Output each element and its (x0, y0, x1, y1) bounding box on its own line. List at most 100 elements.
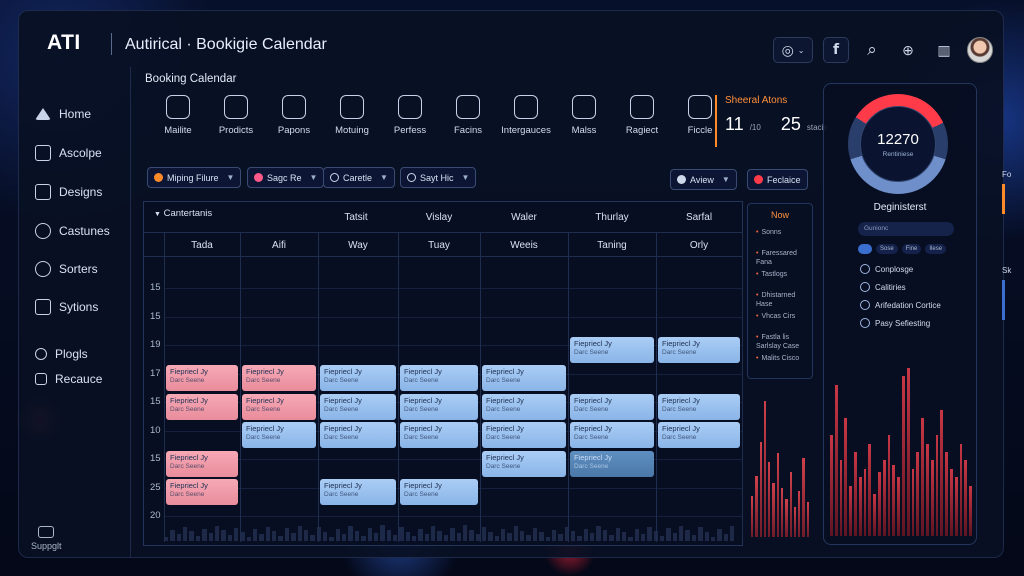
day-header[interactable]: Taning (597, 240, 627, 251)
sidebar-item-home[interactable]: Home (35, 107, 91, 121)
tool-3[interactable]: Motuing (321, 95, 383, 136)
tool-4[interactable]: Perfess (379, 95, 441, 136)
booking-event[interactable]: Fiepriecl Jy Darc Seene (400, 479, 478, 505)
booking-event[interactable]: Fiepriecl Jy Darc Seene (166, 365, 238, 391)
now-item[interactable]: • Dhistarned Hase (756, 291, 812, 309)
booking-event[interactable]: Fiepriecl Jy Darc Seene (400, 422, 478, 448)
booking-event[interactable]: Fiepriecl Jy Darc Seene (320, 479, 396, 505)
circle-icon (860, 318, 870, 328)
booking-event[interactable]: Fiepriecl Jy Darc Seene (242, 422, 316, 448)
edge-label: Fo (1002, 170, 1012, 179)
day-header-top[interactable]: Tatsit (344, 212, 368, 223)
tool-8[interactable]: Ragiect (611, 95, 673, 136)
support-button[interactable]: Suppglt (31, 526, 62, 551)
day-header-top[interactable]: Vislay (425, 212, 453, 223)
grid-line (164, 232, 165, 542)
now-item[interactable]: • Vhcas Cirs (756, 312, 795, 321)
booking-event[interactable]: Fiepriecl Jy Darc Seene (482, 450, 566, 477)
day-header[interactable]: Way (348, 240, 368, 251)
sidebar-item-recauce[interactable]: Recauce (35, 372, 102, 386)
booking-event[interactable]: Fiepriecl Jy Darc Seene (570, 336, 654, 363)
search-icon[interactable]: ⌕ (867, 40, 877, 59)
booking-event[interactable]: Fiepriecl Jy Darc Seene (242, 393, 316, 420)
right-panel-item[interactable]: Pasy Sefiesting (860, 318, 930, 328)
day-header[interactable]: Aifi (272, 240, 286, 251)
booking-event[interactable]: Fiepriecl Jy Darc Seene (400, 365, 478, 391)
right-panel-item[interactable]: Conplosge (860, 264, 913, 274)
right-panel-item[interactable]: Calitiries (860, 282, 906, 292)
booking-event[interactable]: Fiepriecl Jy Darc Seene (166, 393, 238, 420)
right-panel-search[interactable]: Gunionc (858, 222, 954, 236)
now-item[interactable]: • Faressared Fana (756, 249, 812, 267)
event-title: Fiepriecl Jy (246, 395, 284, 405)
mini-bar (685, 530, 690, 541)
app-window: ATI Autirical · Bookigie Calendar ◎ ⌄ f … (18, 10, 1004, 558)
avatar[interactable] (967, 37, 993, 63)
day-header-top[interactable]: Sarfal (685, 212, 713, 223)
sidebar-item-castunes[interactable]: Castunes (35, 223, 110, 239)
booking-event[interactable]: Fiepriecl Jy Darc Seene (658, 336, 740, 363)
toggle-chip[interactable] (858, 244, 872, 254)
tool-6[interactable]: Intergauces (495, 95, 557, 136)
mini-bar (564, 526, 569, 541)
booking-event[interactable]: Fiepriecl Jy Darc Seene (482, 393, 566, 420)
now-item[interactable]: • Malits Cisco (756, 354, 799, 363)
booking-event[interactable]: Fiepriecl Jy Darc Seene (320, 393, 396, 420)
mini-bar (164, 537, 169, 541)
booking-event[interactable]: Fiepriecl Jy Darc Seene (320, 365, 396, 391)
facebook-icon[interactable]: f (823, 37, 849, 63)
sidebar-item-sorters[interactable]: Sorters (35, 261, 98, 277)
right-panel-item[interactable]: Arifedation Cortice (860, 300, 941, 310)
now-item[interactable]: • Tastlogs (756, 270, 787, 279)
event-title: Fiepriecl Jy (404, 481, 442, 490)
tool-1[interactable]: Prodicts (205, 95, 267, 136)
feclaice-button[interactable]: Feclaice (747, 169, 808, 190)
booking-event[interactable]: Fiepriecl Jy Darc Seene (400, 393, 478, 420)
sidebar-item-designs[interactable]: Designs (35, 184, 102, 200)
activity-bar (916, 452, 920, 536)
chip-sose[interactable]: Sose (876, 244, 898, 254)
tool-2[interactable]: Papons (263, 95, 325, 136)
filter-miping[interactable]: Miping Filure ▼ (147, 167, 242, 188)
booking-event[interactable]: Fiepriecl Jy Darc Seene (570, 450, 654, 477)
day-header-top[interactable]: Waler (511, 212, 537, 223)
mini-bar (335, 529, 341, 541)
event-sub: Darc Seene (574, 462, 609, 470)
view-selector[interactable]: Aview ▼ (670, 169, 737, 190)
world-icon[interactable]: ⊕ (902, 41, 914, 58)
sidebar-item-sytions[interactable]: Sytions (35, 299, 98, 315)
tool-5[interactable]: Facins (437, 95, 499, 136)
activity-bar (959, 443, 963, 536)
booking-event[interactable]: Fiepriecl Jy Darc Seene (658, 422, 740, 448)
booking-event[interactable]: Fiepriecl Jy Darc Seene (242, 365, 316, 391)
chip-ilese[interactable]: Ilese (925, 244, 947, 254)
tool-7[interactable]: Malss (553, 95, 615, 136)
stats-icon[interactable]: ▥ (937, 41, 951, 58)
filter-sayt[interactable]: Sayt Hic ▼ (400, 167, 477, 188)
day-header[interactable]: Weeis (510, 240, 538, 251)
booking-event[interactable]: Fiepriecl Jy Darc Seene (166, 450, 238, 477)
sidebar-item-plogls[interactable]: Plogls (35, 347, 88, 361)
booking-event[interactable]: Fiepriecl Jy Darc Seene (320, 422, 396, 448)
booking-event[interactable]: Fiepriecl Jy Darc Seene (570, 422, 654, 448)
sidebar-item-ascolpe[interactable]: Ascolpe (35, 145, 102, 161)
day-header[interactable]: Tada (191, 240, 213, 251)
booking-event[interactable]: Fiepriecl Jy Darc Seene (482, 365, 566, 391)
now-item[interactable]: • Fastla lis Sarlslay Case (756, 333, 812, 351)
now-item[interactable]: • Sonns (756, 228, 781, 237)
booking-event[interactable]: Fiepriecl Jy Darc Seene (166, 479, 238, 505)
booking-event[interactable]: Fiepriecl Jy Darc Seene (570, 393, 654, 420)
booking-event[interactable]: Fiepriecl Jy Darc Seene (482, 422, 566, 448)
day-header[interactable]: Tuay (428, 240, 450, 251)
day-header[interactable]: Orly (689, 240, 709, 251)
filter-sagc[interactable]: Sagc Re ▼ (247, 167, 325, 188)
tool-9[interactable]: Ficcle (669, 95, 731, 136)
filter-caretle[interactable]: Caretle ▼ (323, 167, 395, 188)
day-header-top[interactable]: Thurlay (595, 212, 629, 223)
chip-fine[interactable]: Fine (901, 244, 922, 254)
mini-bar (717, 529, 722, 541)
gauge: 12270 Rentiniese (848, 94, 948, 194)
tool-0[interactable]: Mailite (147, 95, 209, 136)
globe-icon[interactable]: ◎ ⌄ (773, 37, 813, 63)
booking-event[interactable]: Fiepriecl Jy Darc Seene (658, 393, 740, 420)
